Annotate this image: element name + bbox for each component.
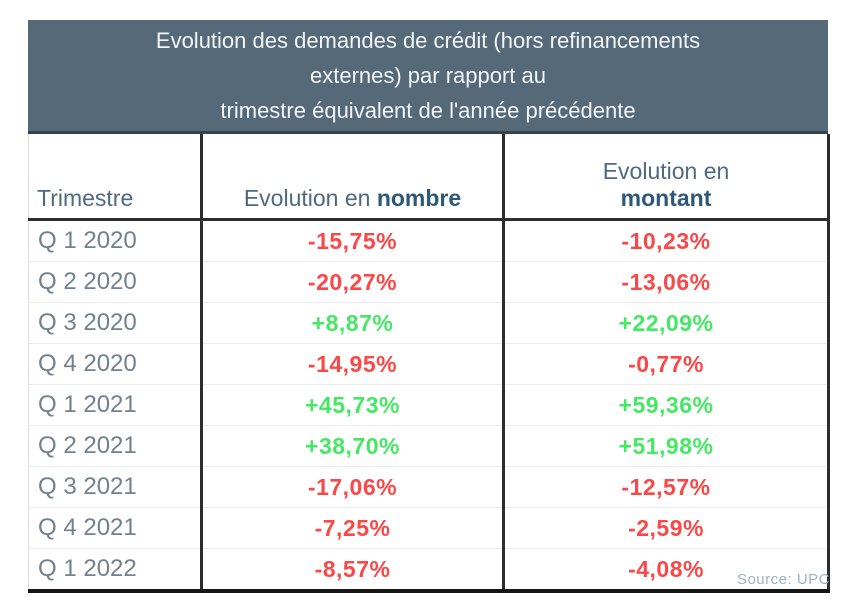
evolution-montant-cell: -0,77% [503,343,829,385]
column-header-nombre-prefix: Evolution en [243,185,377,211]
table-row: Q 4 2020 -14,95% -0,77% [28,343,829,385]
credit-evolution-table: Evolution des demandes de crédit (hors r… [28,20,830,593]
table-title-line2: externes) par rapport au [309,63,547,88]
quarter-cell: Q 1 2020 [28,219,203,262]
quarter-cell: Q 2 2021 [28,425,203,467]
quarter-cell: Q 1 2022 [28,548,203,591]
evolution-nombre-cell: -15,75% [201,219,505,262]
evolution-montant-cell: -4,08% [503,548,829,591]
source-label: Source: UPC [736,571,830,588]
table-row: Q 1 2022 -8,57% -4,08% [28,548,829,591]
evolution-nombre-cell: -14,95% [201,343,505,385]
column-header-montant-bold: montant [620,185,712,211]
evolution-montant-cell: +59,36% [503,384,829,426]
table-row: Q 3 2021 -17,06% -12,57% [28,466,829,508]
evolution-montant-cell: +51,98% [503,425,829,467]
table-row: Q 2 2021 +38,70% +51,98% [28,425,829,467]
table-row: Q 3 2020 +8,87% +22,09% [28,302,829,344]
table-row: Q 2 2020 -20,27% -13,06% [28,261,829,303]
quarter-cell: Q 1 2021 [28,384,203,426]
evolution-nombre-cell: -17,06% [201,466,505,508]
header-row: Trimestre Evolution en nombre Evolution … [28,134,829,221]
evolution-montant-cell: -10,23% [621,227,711,254]
quarter-cell: Q 4 2021 [28,507,203,549]
table-row: Q 1 2021 +45,73% +59,36% [28,384,829,426]
column-header-montant-line1: Evolution en [602,158,730,184]
evolution-montant-cell: +22,09% [503,302,829,344]
evolution-montant-cell: -2,59% [503,507,829,549]
column-header-nombre-bold: nombre [376,185,462,211]
table-title-line1: Evolution des demandes de crédit (hors r… [155,28,701,53]
table-row: Q 4 2021 -7,25% -2,59% [28,507,829,549]
quarter-cell: Q 3 2021 [28,466,203,508]
quarter-cell: Q 4 2020 [28,343,203,385]
table-row: Q 1 2020 -15,75% -10,23% [28,219,829,262]
quarter-cell: Q 2 2020 [28,261,203,303]
data-table: Trimestre Evolution en nombre Evolution … [28,134,830,593]
evolution-nombre-cell: +38,70% [201,425,505,467]
table-title-line3: trimestre équivalent de l'année précéden… [220,98,636,123]
column-header-montant: Evolution en montant [503,134,829,221]
evolution-montant-cell: -12,57% [503,466,829,508]
quarter-cell: Q 3 2020 [28,302,203,344]
evolution-nombre-cell: +8,87% [201,302,505,344]
evolution-nombre-cell: -8,57% [201,548,505,591]
table-title: Evolution des demandes de crédit (hors r… [28,20,828,134]
column-header-trimestre: Trimestre [28,134,203,221]
evolution-nombre-cell: +45,73% [201,384,505,426]
evolution-montant-cell: -13,06% [503,261,829,303]
evolution-nombre-cell: -20,27% [201,261,505,303]
column-header-nombre: Evolution en nombre [201,134,505,221]
table-body: Q 1 2020 -15,75% -10,23% Q 2 2020 -20,27% -13… [28,219,829,591]
evolution-nombre-cell: -7,25% [201,507,505,549]
